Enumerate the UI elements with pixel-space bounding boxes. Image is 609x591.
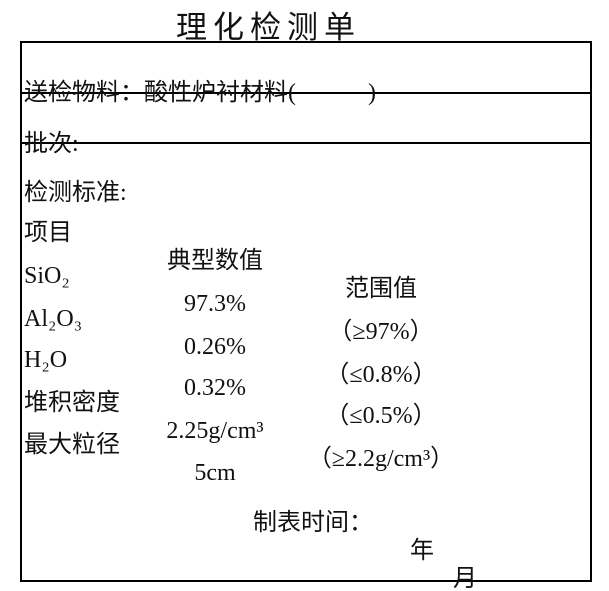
row-typical: 5cm [194,460,236,486]
batch-row: 批次: [0,102,609,157]
row-item: 最大粒径 [24,432,120,458]
material-value: 酸性炉衬材料( ) [144,80,376,106]
form-border-box [20,41,592,582]
material-row: 送检物料：酸性炉衬材料( ) [0,51,609,106]
row-divider-1 [20,92,592,94]
date-label: 制表时间： [253,510,373,536]
header-item: 项目 [24,220,72,246]
footer-date-row: 制表时间： 年 月 日 [0,481,609,591]
row-item: 堆积密度 [24,390,120,416]
standard-label: 检测标准: [24,180,127,206]
material-label: 送检物料： [24,80,144,106]
table-row: Al₂O₃ 0.26% （≤0.8%） [0,277,609,388]
date-month-label: 月 [453,566,477,591]
standard-row: 检测标准: [0,151,609,206]
row-item: H₂O [24,347,68,373]
table-row: 最大粒径 5cm [0,403,609,486]
table-header-row: 项目 典型数值 范围值 [0,191,609,302]
row-typical: 0.26% [184,334,246,360]
row-item: SiO₂ [24,263,70,289]
row-item: Al₂O₃ [24,306,83,332]
row-typical: 97.3% [184,291,246,317]
batch-label: 批次: [24,131,79,157]
header-typical: 典型数值 [167,248,263,274]
row-range: （≤0.8%） [325,362,437,388]
row-typical: 2.25g/cm³ [166,418,264,444]
page-title: 理化检测单 [176,10,361,45]
row-range: （≤0.5%） [325,403,437,429]
row-typical: 0.32% [184,375,246,401]
row-range: （≥97%） [328,319,434,345]
table-row: SiO₂ 97.3% （≥97%） [0,234,609,345]
row-range: （≥2.2g/cm³） [307,446,455,472]
row-divider-2 [20,142,592,144]
date-year-label: 年 [410,538,434,564]
header-range: 范围值 [345,276,417,302]
material-line: 送检物料：酸性炉衬材料( ) [24,79,376,107]
table-row: H₂O 0.32% （≤0.5%） [0,318,609,429]
table-row: 堆积密度 2.25g/cm³ （≥2.2g/cm³） [0,361,609,472]
